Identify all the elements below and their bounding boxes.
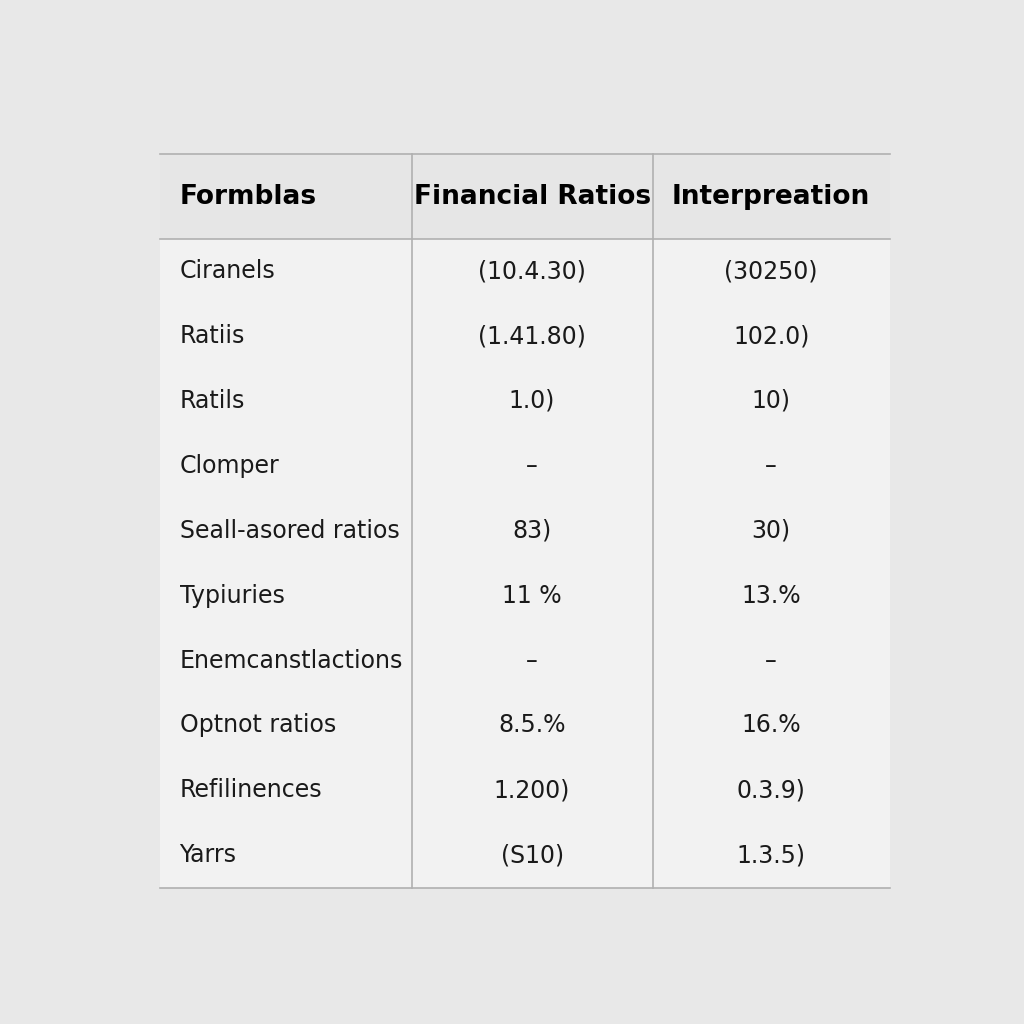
FancyBboxPatch shape <box>160 155 890 239</box>
Text: –: – <box>765 454 777 478</box>
Text: (S10): (S10) <box>501 843 563 867</box>
Text: Ciranels: Ciranels <box>179 259 275 284</box>
Text: Financial Ratios: Financial Ratios <box>414 183 650 210</box>
Text: 13.%: 13.% <box>741 584 801 607</box>
Text: Optnot ratios: Optnot ratios <box>179 714 336 737</box>
Text: (1.41.80): (1.41.80) <box>478 324 586 348</box>
Text: 16.%: 16.% <box>741 714 801 737</box>
Text: Ratiis: Ratiis <box>179 324 245 348</box>
Text: 1.3.5): 1.3.5) <box>736 843 806 867</box>
Text: 11 %: 11 % <box>503 584 562 607</box>
Text: (30250): (30250) <box>724 259 818 284</box>
Text: 30): 30) <box>752 519 791 543</box>
Text: Interpreation: Interpreation <box>672 183 870 210</box>
Text: 102.0): 102.0) <box>733 324 809 348</box>
Text: Yarrs: Yarrs <box>179 843 237 867</box>
Text: 0.3.9): 0.3.9) <box>737 778 806 803</box>
FancyBboxPatch shape <box>160 155 890 888</box>
Text: 1.200): 1.200) <box>494 778 570 803</box>
Text: Formblas: Formblas <box>179 183 316 210</box>
Text: 8.5.%: 8.5.% <box>499 714 566 737</box>
Text: Typiuries: Typiuries <box>179 584 285 607</box>
Text: Clomper: Clomper <box>179 454 280 478</box>
Text: 83): 83) <box>512 519 552 543</box>
Text: Seall-asored ratios: Seall-asored ratios <box>179 519 399 543</box>
Text: –: – <box>526 454 538 478</box>
Text: Refilinences: Refilinences <box>179 778 323 803</box>
Text: 1.0): 1.0) <box>509 389 555 413</box>
Text: –: – <box>765 648 777 673</box>
Text: 10): 10) <box>752 389 791 413</box>
Text: Ratils: Ratils <box>179 389 245 413</box>
Text: –: – <box>526 648 538 673</box>
Text: Enemcanstlactions: Enemcanstlactions <box>179 648 403 673</box>
Text: (10.4.30): (10.4.30) <box>478 259 586 284</box>
